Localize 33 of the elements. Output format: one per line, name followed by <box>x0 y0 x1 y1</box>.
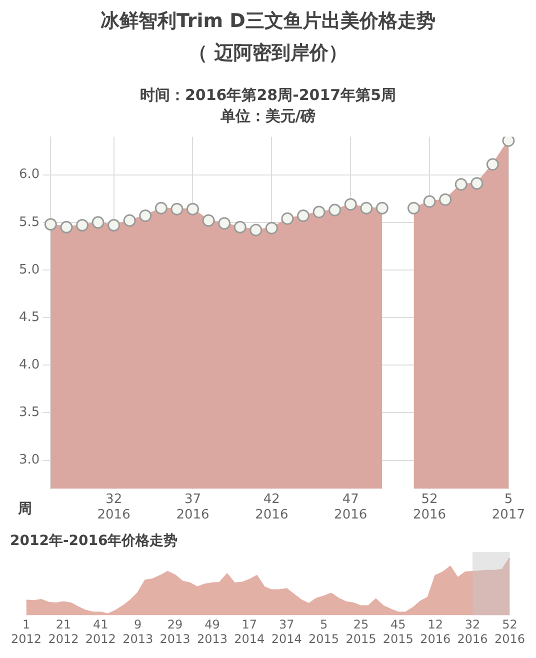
x-tick-label: 5 2017 <box>492 492 526 523</box>
y-tick-label: 6.0 <box>18 167 40 182</box>
x-tick-label: 17 2014 <box>234 618 265 646</box>
x-tick-label: 25 2015 <box>346 618 376 646</box>
x-tick-label: 52 2016 <box>412 492 446 523</box>
x-tick-label: 12 2016 <box>420 618 451 646</box>
x-axis-title: 周 <box>18 500 32 518</box>
text: 时间：2016年第28周-2017年第5周 <box>138 86 398 105</box>
x-tick-label: 37 2016 <box>176 492 210 523</box>
y-tick-label: 5.0 <box>18 262 40 278</box>
x-tick-label: 47 2016 <box>334 492 368 523</box>
text: 单位：美元/磅 <box>219 107 317 126</box>
y-tick-label: 3.5 <box>18 405 40 420</box>
chart-title: 2012年-2016年价格走势 <box>10 532 179 550</box>
x-tick-label: 29 2013 <box>160 618 190 646</box>
chart-subtitle: （ 迈阿密到岸价） <box>188 41 348 66</box>
x-tick-label: 45 2015 <box>382 618 414 646</box>
x-tick-label: 32 2016 <box>97 492 130 523</box>
x-tick-label: 42 2016 <box>255 492 288 523</box>
x-tick-label: 41 2012 <box>85 618 116 646</box>
chart-title: 冰鲜智利Trim D三文鱼片出美价格走势 <box>100 9 436 34</box>
x-tick-label: 52 2016 <box>494 618 526 646</box>
x-tick-label: 49 2013 <box>196 618 228 646</box>
y-tick-label: 3.0 <box>18 452 40 468</box>
x-tick-label: 5 2015 <box>308 618 340 646</box>
y-tick-label: 5.5 <box>18 214 40 230</box>
y-tick-label: 4.5 <box>18 310 40 325</box>
x-tick-label: 9 2013 <box>122 618 154 646</box>
x-tick-label: 32 2016 <box>457 618 488 646</box>
x-tick-label: 1 2012 <box>10 618 42 646</box>
y-tick-label: 4.0 <box>18 358 40 372</box>
x-tick-label: 37 2014 <box>271 618 302 646</box>
x-tick-label: 21 2012 <box>48 618 79 646</box>
